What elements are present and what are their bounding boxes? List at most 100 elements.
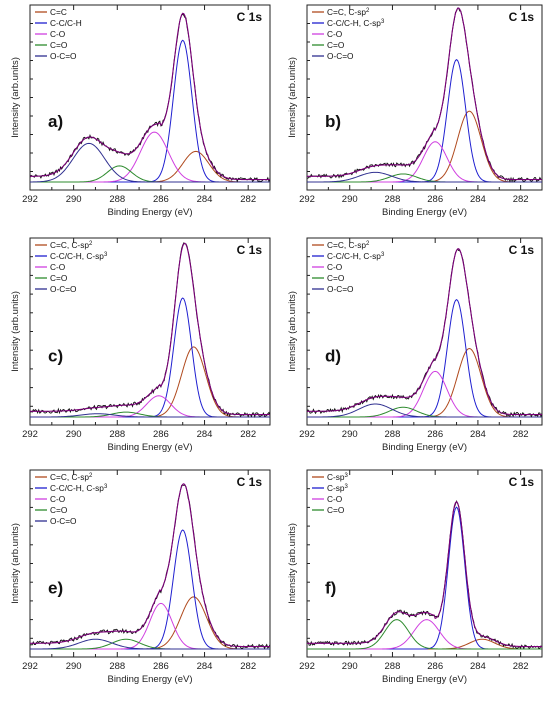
raw-spectrum: [30, 242, 270, 419]
y-axis-title: Intensity (arb.units): [10, 57, 21, 138]
legend-entry: C=O: [50, 273, 68, 283]
component-peak: [30, 39, 270, 183]
legend-entry-text: C=C, C-sp: [50, 472, 89, 482]
x-tick-label: 290: [342, 661, 358, 672]
curves: [30, 242, 270, 419]
x-tick-label: 290: [66, 194, 82, 205]
component-peak: [30, 529, 270, 650]
panel-6: 292 290 288 286 284 282 Binding Energy (eV) Int…: [287, 469, 543, 685]
y-axis-title: Intensity (arb.units): [287, 523, 298, 604]
legend-entry-text: C=O: [327, 273, 345, 283]
panel-letter: d): [325, 346, 341, 365]
plot-frame: [29, 469, 271, 658]
legend-entry-text: C=C, C-sp: [327, 7, 366, 17]
x-axis-title: Binding Energy (eV): [382, 674, 467, 685]
legend-entry-text: O-C=O: [327, 284, 354, 294]
legend-entry: C-O: [327, 262, 343, 272]
legend-entry-text: C-C/C-H, C-sp: [50, 251, 104, 261]
legend-entry-superscript: 3: [381, 252, 385, 258]
legend-entry-text: C-O: [50, 494, 66, 504]
x-tick-label: 288: [385, 429, 401, 440]
x-tick-label: 288: [109, 194, 125, 205]
x-tick-label: 282: [240, 661, 256, 672]
component-peak: [30, 346, 270, 418]
fit-envelope: [307, 500, 542, 648]
legend-entry-text: C=O: [50, 40, 68, 50]
legend-entry: O-C=O: [327, 51, 354, 61]
plot-frame: [306, 469, 543, 658]
raw-spectrum: [307, 7, 542, 183]
x-tick-label: 282: [240, 429, 256, 440]
legend-entry: C=C, C-sp2: [327, 7, 370, 17]
component-peak: [30, 297, 270, 418]
x-axis-title: Binding Energy (eV): [382, 207, 467, 218]
panel-letter: a): [48, 112, 63, 131]
x-tick-label: 284: [470, 429, 486, 440]
x-tick-label: 288: [385, 194, 401, 205]
core-level-label: C 1s: [509, 10, 535, 24]
component-peak: [30, 413, 270, 418]
legend-entry: C-O: [327, 29, 343, 39]
legend-entry-text: C=C: [50, 7, 67, 17]
legend-entry: C-C/C-H: [50, 18, 82, 28]
x-tick-label: 290: [66, 429, 82, 440]
component-peak: [30, 638, 270, 650]
legend-entry: O-C=O: [50, 516, 77, 526]
legend-entry-text: C-sp: [327, 483, 345, 493]
legend-entry-superscript: 3: [104, 252, 108, 258]
x-tick-label: 286: [153, 661, 169, 672]
y-axis-title: Intensity (arb.units): [287, 291, 298, 372]
x-tick-label: 288: [109, 429, 125, 440]
legend-entry-superscript: 2: [89, 241, 93, 247]
legend-entry: C-C/C-H, C-sp3: [50, 251, 108, 261]
panel-letter: b): [325, 112, 341, 131]
raw-spectrum: [30, 13, 270, 183]
panel-4: 292 290 288 286 284 282 Binding Energy (eV) Int…: [287, 237, 543, 453]
x-tick-label: 290: [66, 661, 82, 672]
x-tick-label: 292: [22, 194, 38, 205]
legend-entry: C=O: [327, 273, 345, 283]
legend-entry: C-O: [50, 494, 66, 504]
x-tick-label: 284: [470, 194, 486, 205]
x-tick-label: 286: [427, 194, 443, 205]
legend-entry: C-sp3: [327, 483, 349, 493]
component-peak: [307, 506, 542, 650]
component-peak: [307, 59, 542, 183]
legend-entry: C=C, C-sp2: [327, 240, 370, 250]
legend-entry: C-C/C-H, C-sp3: [50, 483, 108, 493]
legend-entry-text: C=O: [50, 505, 68, 515]
curves: [30, 12, 270, 183]
legend-entry-text: C-sp: [327, 472, 345, 482]
legend-entry-text: C-O: [327, 29, 343, 39]
legend-entry-superscript: 3: [104, 484, 108, 490]
x-tick-label: 288: [385, 661, 401, 672]
x-tick-label: 282: [513, 661, 529, 672]
curves: [30, 483, 270, 650]
curves: [307, 248, 542, 418]
legend-entry: C=O: [327, 40, 345, 50]
legend-entry-text: O-C=O: [50, 284, 77, 294]
legend-entry: C-O: [50, 29, 66, 39]
x-tick-label: 286: [153, 194, 169, 205]
panel-1: 292 290 288 286 284 282 Binding Energy (eV) Int…: [10, 4, 271, 218]
fit-envelope: [307, 7, 542, 181]
x-tick-label: 292: [22, 429, 38, 440]
x-axis-title: Binding Energy (eV): [107, 207, 192, 218]
x-tick-label: 282: [240, 194, 256, 205]
component-peak: [307, 403, 542, 418]
legend-entry-superscript: 2: [366, 8, 370, 14]
legend-entry-text: C-C/C-H, C-sp: [50, 483, 104, 493]
legend-entry: C=O: [327, 505, 345, 515]
y-axis-title: Intensity (arb.units): [10, 291, 21, 372]
component-peak: [30, 142, 270, 183]
component-peak: [307, 619, 542, 650]
component-peak: [307, 299, 542, 418]
fit-envelope: [307, 248, 542, 416]
panel-5: 292 290 288 286 284 282 Binding Energy (eV) Int…: [10, 469, 271, 685]
x-tick-label: 290: [342, 429, 358, 440]
plot-frame: [306, 4, 543, 191]
legend-entry-superscript: 3: [345, 473, 349, 479]
legend-entry-text: C=C, C-sp: [327, 240, 366, 250]
legend-entry: C-C/C-H, C-sp3: [327, 251, 385, 261]
